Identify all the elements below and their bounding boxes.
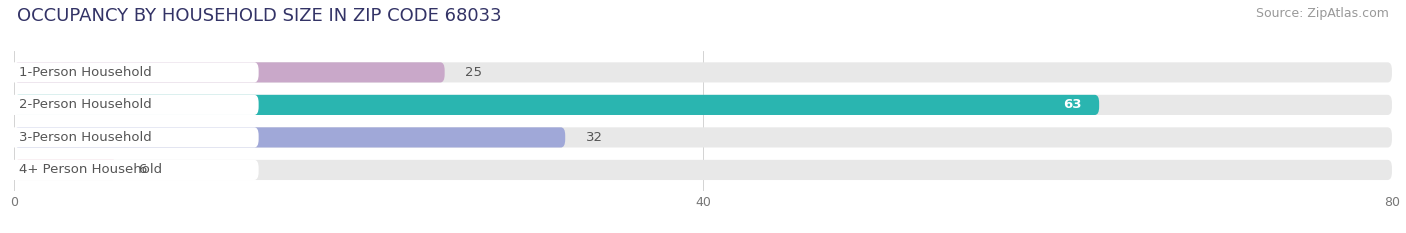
FancyBboxPatch shape (14, 160, 118, 180)
FancyBboxPatch shape (8, 160, 259, 180)
FancyBboxPatch shape (8, 95, 259, 115)
Text: OCCUPANCY BY HOUSEHOLD SIZE IN ZIP CODE 68033: OCCUPANCY BY HOUSEHOLD SIZE IN ZIP CODE … (17, 7, 502, 25)
FancyBboxPatch shape (8, 62, 259, 82)
Text: 4+ Person Household: 4+ Person Household (20, 163, 162, 176)
FancyBboxPatch shape (14, 62, 444, 82)
Text: 3-Person Household: 3-Person Household (20, 131, 152, 144)
FancyBboxPatch shape (14, 127, 1392, 147)
Text: 6: 6 (138, 163, 146, 176)
Text: 63: 63 (1063, 98, 1083, 111)
Text: 25: 25 (465, 66, 482, 79)
Text: 32: 32 (586, 131, 603, 144)
Text: 2-Person Household: 2-Person Household (20, 98, 152, 111)
FancyBboxPatch shape (14, 95, 1099, 115)
Text: 1-Person Household: 1-Person Household (20, 66, 152, 79)
FancyBboxPatch shape (8, 127, 259, 147)
FancyBboxPatch shape (14, 127, 565, 147)
FancyBboxPatch shape (14, 95, 1392, 115)
FancyBboxPatch shape (14, 62, 1392, 82)
Text: Source: ZipAtlas.com: Source: ZipAtlas.com (1256, 7, 1389, 20)
FancyBboxPatch shape (14, 160, 1392, 180)
